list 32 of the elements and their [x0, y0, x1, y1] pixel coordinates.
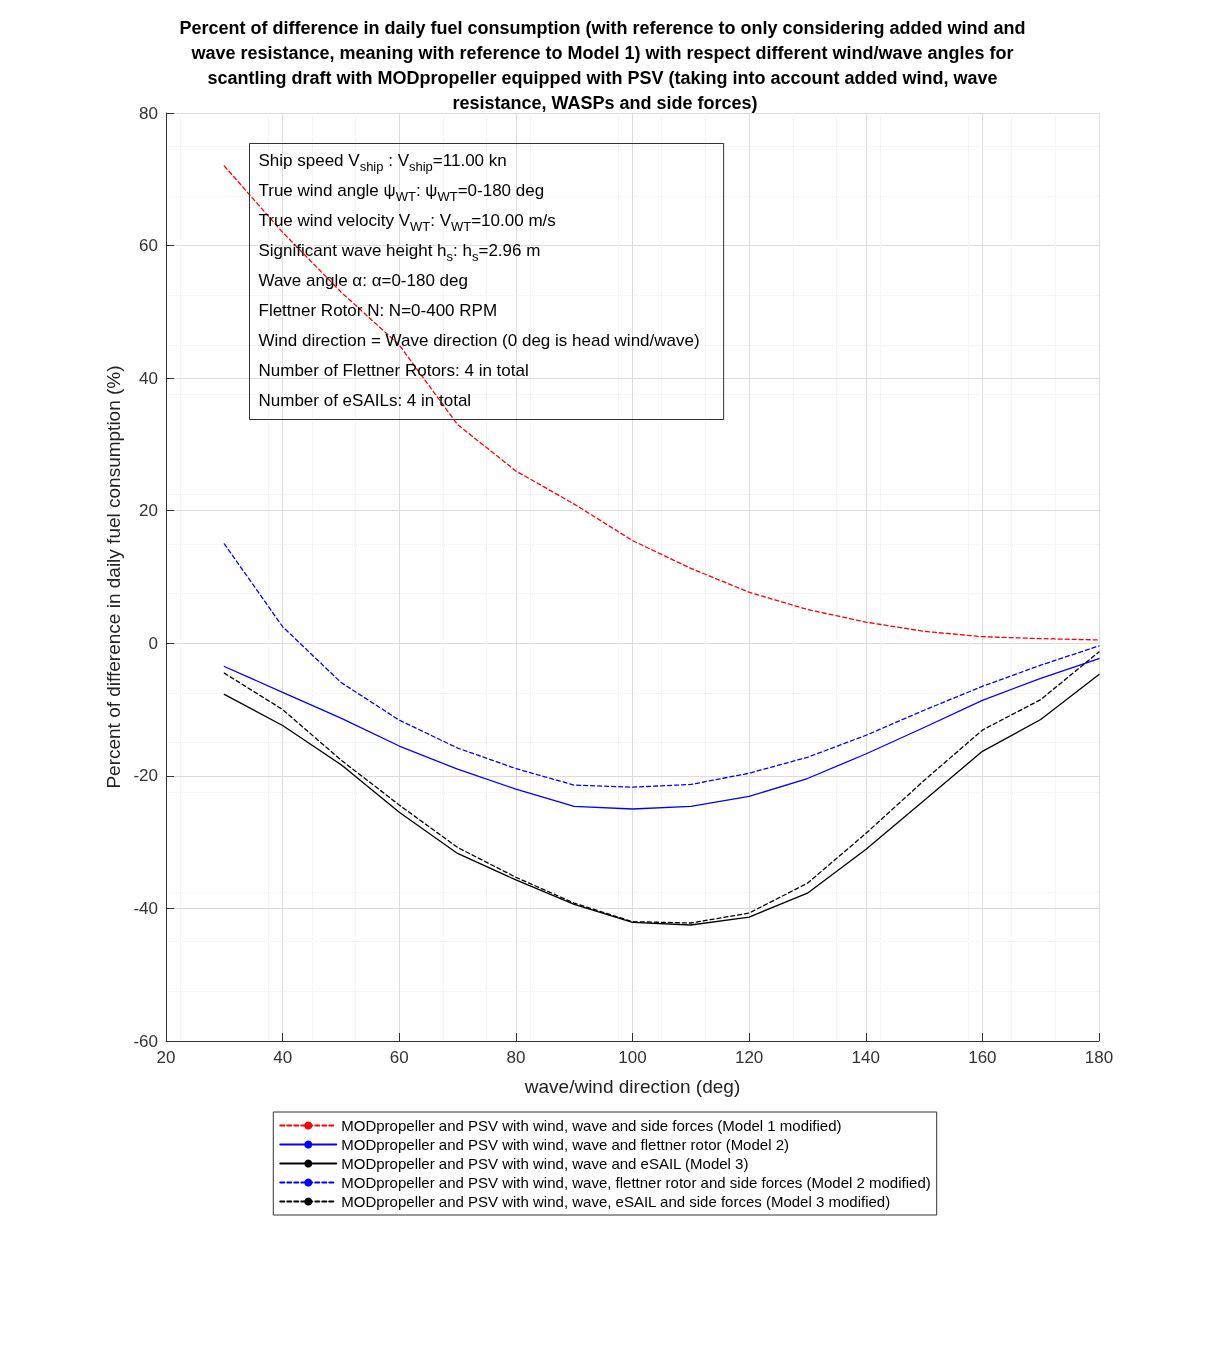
x-tick-label: 80: [506, 1048, 526, 1067]
y-axis-title: Percent of difference in daily fuel consumption (%): [102, 365, 124, 789]
legend-label: MODpropeller and PSV with wind, wave, eSAIL and side forces (Model 3 modified): [341, 1193, 891, 1210]
y-tick-label: 60: [139, 236, 158, 256]
y-tick-label: -20: [133, 766, 158, 786]
annotation: Number of eSAILs: 4 in total: [258, 391, 472, 410]
y-tick-label: 0: [148, 633, 158, 653]
line-series: [223, 543, 1100, 788]
legend-label: MODpropeller and PSV with wind, wave and side forces (Model 1 modified): [341, 1117, 842, 1134]
annotation: Wind direction = Wave direction (0 deg is head wind/wave): [258, 331, 700, 350]
x-tick-label: 60: [389, 1048, 409, 1067]
legend-label: MODpropeller and PSV with wind, wave and eSAIL (Model 3): [341, 1155, 749, 1172]
x-tick-label: 180: [1084, 1048, 1114, 1067]
x-tick-label: 160: [968, 1048, 997, 1067]
y-tick-label: -60: [133, 1031, 158, 1051]
x-tick-label: 20: [156, 1048, 176, 1067]
x-axis-title: wave/wind direction (deg): [523, 1076, 741, 1097]
legend-label: MODpropeller and PSV with wind, wave and flettner rotor (Model 2): [341, 1136, 789, 1153]
x-tick-label: 120: [734, 1048, 764, 1067]
y-tick-label: 40: [139, 368, 158, 388]
x-tick-label: 100: [618, 1048, 647, 1067]
chart-title: Percent of difference in daily fuel consumption (with reference to only considering added wind and wave resistance, meaning with reference to Model 1) with respect different wind/wave angles for scantling draft with MODpropeller equipped with PSV (taking into account added wind, wave resistance, WASPs and side forces): [179, 17, 1031, 113]
x-tick-label: 40: [273, 1048, 293, 1067]
x-tick-label: 140: [851, 1048, 880, 1067]
y-tick-label: 20: [139, 501, 158, 521]
annotation: Wave angle α: α=0-180 deg: [258, 271, 468, 290]
legend-label: MODpropeller and PSV with wind, wave, flettner rotor and side forces (Model 2 modified): [341, 1174, 931, 1191]
annotation: Flettner Rotor N: N=0-400 RPM: [258, 301, 498, 320]
y-tick-label: -40: [133, 898, 158, 918]
y-tick-label: 80: [139, 103, 158, 123]
annotation: Number of Flettner Rotors: 4 in total: [258, 361, 529, 380]
line-series: [223, 657, 1100, 810]
